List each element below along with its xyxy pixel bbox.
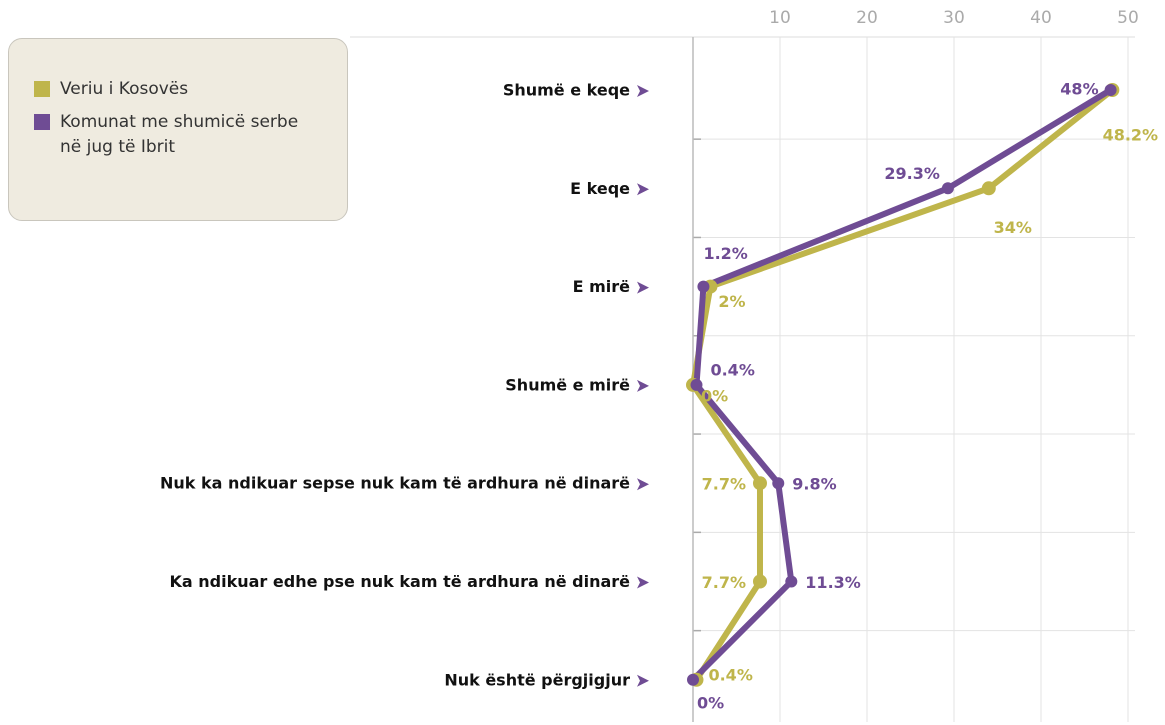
arrow-icon — [637, 379, 649, 392]
category-label: Shumë e mirë — [505, 375, 630, 394]
point — [697, 280, 710, 293]
value-label: 48% — [1060, 80, 1098, 99]
point — [785, 575, 798, 588]
point — [752, 574, 767, 589]
arrow-icon — [637, 183, 649, 196]
value-label: 9.8% — [792, 475, 836, 494]
value-label: 34% — [994, 218, 1032, 237]
category-label: Nuk është përgjigjur — [444, 670, 630, 689]
point — [690, 378, 703, 391]
legend-swatch — [34, 81, 50, 97]
value-label: 11.3% — [805, 573, 861, 592]
legend-item: Komunat me shumicë serbe në jug të Ibrit — [34, 110, 327, 160]
value-label: 7.7% — [702, 573, 746, 592]
point — [941, 182, 954, 195]
point — [752, 476, 767, 491]
category-label: Shumë e keqe — [503, 81, 630, 100]
x-tick-label: 20 — [856, 8, 878, 28]
arrow-icon — [637, 85, 649, 97]
x-tick-label: 10 — [769, 8, 791, 28]
category-label: E mirë — [573, 277, 631, 296]
arrow-icon — [637, 576, 649, 589]
value-label: 0.4% — [708, 665, 752, 684]
arrow-icon — [637, 478, 649, 491]
category-label: Nuk ka ndikuar sepse nuk kam të ardhura … — [160, 474, 630, 493]
category-label: E keqe — [570, 179, 630, 198]
legend: Veriu i Kosovës Komunat me shumicë serbe … — [8, 38, 348, 221]
x-tick-label: 50 — [1117, 8, 1139, 28]
point — [981, 181, 996, 196]
value-label: 2% — [718, 292, 745, 311]
x-tick-label: 40 — [1030, 8, 1052, 28]
arrow-icon — [637, 674, 649, 687]
value-label: 48.2% — [1103, 126, 1159, 145]
value-label: 1.2% — [703, 244, 747, 263]
value-label: 0.4% — [710, 360, 754, 379]
arrow-icon — [637, 281, 649, 294]
legend-label: Komunat me shumicë serbe në jug të Ibrit — [60, 112, 299, 157]
x-tick-label: 30 — [943, 8, 965, 28]
point — [687, 673, 699, 686]
value-label: 0% — [701, 386, 728, 405]
value-label: 0% — [697, 693, 724, 712]
value-label: 29.3% — [884, 164, 940, 183]
point — [1104, 84, 1117, 96]
category-label: Ka ndikuar edhe pse nuk kam të ardhura n… — [170, 572, 631, 591]
point — [772, 477, 785, 490]
legend-item: Veriu i Kosovës — [34, 77, 327, 102]
legend-swatch — [34, 114, 50, 130]
legend-label: Veriu i Kosovës — [60, 79, 189, 99]
value-label: 7.7% — [702, 475, 746, 494]
